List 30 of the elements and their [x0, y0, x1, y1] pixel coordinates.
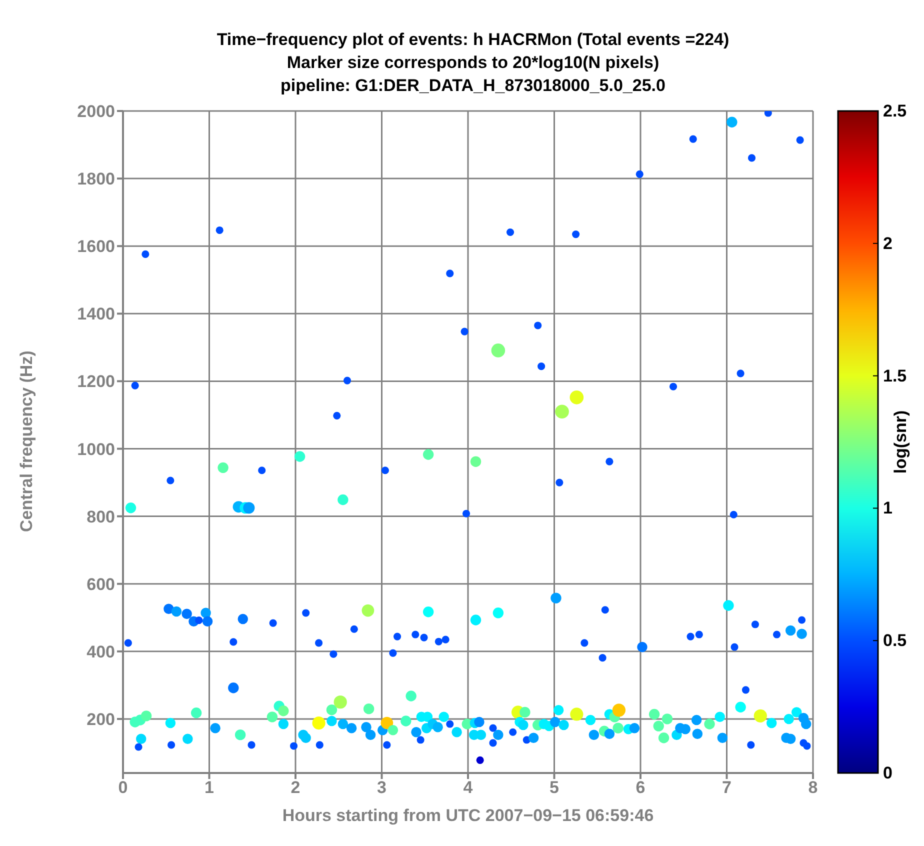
- color-bar-label: 0: [883, 764, 892, 782]
- y-axis-title: Central frequency (Hz): [17, 350, 36, 532]
- chart-subtitle: Marker size corresponds to 20*log10(N pixels) pipeline: G1:DER_DATA_H_873018000_5.0_25.0: [280, 52, 666, 97]
- color-bar-title: log(snr): [891, 410, 910, 474]
- color-bar-label: 1: [883, 498, 892, 518]
- y-tick-label: 800: [86, 507, 115, 526]
- x-axis-title: Hours starting from UTC 2007−09−15 06:59:46: [282, 806, 654, 825]
- y-tick-label: 400: [86, 642, 115, 662]
- y-tick-label: 600: [86, 574, 115, 594]
- y-tick-label: 1600: [77, 237, 115, 256]
- y-tick-label: 1800: [77, 170, 115, 189]
- color-bar-label: 1.5: [883, 366, 907, 386]
- x-tick-label: 8: [808, 778, 818, 798]
- x-tick-label: 2: [290, 778, 300, 798]
- y-tick-label: 1400: [77, 304, 115, 324]
- y-tick-label: 1200: [77, 372, 115, 392]
- y-tick-label: 1000: [77, 440, 115, 459]
- x-tick-label: 1: [204, 778, 214, 798]
- color-bar-label: 0.5: [883, 631, 907, 650]
- x-tick-label: 3: [377, 778, 386, 798]
- color-bar-label: 2.5: [883, 102, 907, 120]
- x-tick-label: 7: [722, 778, 732, 798]
- y-tick-label: 200: [86, 710, 115, 729]
- chart-title: Time−frequency plot of events: h HACRMon (Total events =224): [216, 29, 730, 51]
- x-tick-label: 5: [550, 778, 559, 798]
- x-tick-label: 0: [118, 778, 128, 798]
- y-tick-label: 2000: [77, 102, 115, 122]
- x-tick-label: 6: [636, 778, 646, 798]
- color-bar-label: 2: [883, 234, 892, 253]
- x-tick-label: 4: [463, 778, 474, 798]
